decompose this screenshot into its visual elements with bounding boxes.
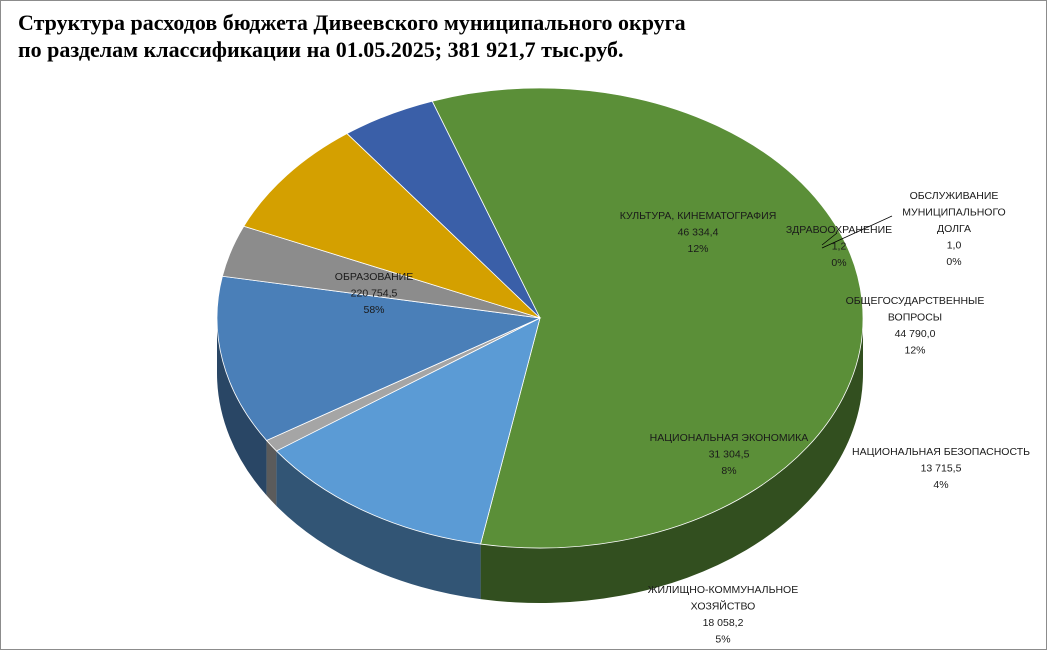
data-label-6-0: НАЦИОНАЛЬНАЯ БЕЗОПАСНОСТЬ xyxy=(852,446,1030,458)
data-label-0-1: 220 754,5 xyxy=(351,288,398,300)
data-label-1-2: 12% xyxy=(687,243,708,255)
data-label-3-1: 1,2 xyxy=(832,241,847,253)
data-label-6-2: 4% xyxy=(933,479,948,491)
chart-title-line-1: Структура расходов бюджета Дивеевского м… xyxy=(18,10,686,35)
data-label-4-1: МУНИЦИПАЛЬНОГО xyxy=(902,207,1005,219)
data-label-3-0: ЗДРАВООХРАНЕНИЕ xyxy=(786,224,892,236)
data-label-6-1: 13 715,5 xyxy=(921,463,962,475)
data-label-4-4: 0% xyxy=(946,256,961,268)
leader-line-3 xyxy=(821,232,838,246)
pie-side-2 xyxy=(266,440,277,506)
pie-slice-0 xyxy=(431,87,864,549)
pie-side-0 xyxy=(480,318,863,603)
chart-title-line-2: по разделам классификации на 01.05.2025;… xyxy=(18,37,624,62)
data-label-7-2: 8% xyxy=(721,465,736,477)
data-label-0-2: 58% xyxy=(363,304,384,316)
data-label-8-2: 18 058,2 xyxy=(703,617,744,629)
pie-slice-1 xyxy=(275,317,541,545)
pie-slice-7 xyxy=(243,133,541,319)
data-label-4-2: ДОЛГА xyxy=(937,223,971,235)
pie-side-1 xyxy=(276,450,481,600)
data-label-5-2: 44 790,0 xyxy=(895,328,936,340)
data-label-7-0: НАЦИОНАЛЬНАЯ ЭКОНОМИКА xyxy=(650,432,809,444)
data-label-1-1: 46 334,4 xyxy=(678,227,719,239)
data-label-1-0: КУЛЬТУРА, КИНЕМАТОГРАФИЯ xyxy=(620,210,777,222)
data-label-5-0: ОБЩЕГОСУДАРСТВЕННЫЕ xyxy=(846,295,985,307)
data-label-5-3: 12% xyxy=(904,345,925,357)
data-label-5-1: ВОПРОСЫ xyxy=(888,312,942,324)
pie-slice-5 xyxy=(216,275,542,441)
data-label-3-2: 0% xyxy=(831,257,846,269)
data-label-8-1: ХОЗЯЙСТВО xyxy=(691,600,756,613)
pie-slice-8 xyxy=(346,100,541,319)
leader-line-4 xyxy=(821,215,893,249)
data-labels: ОБРАЗОВАНИЕ 220 754,5 58% КУЛЬТУРА, КИНЕМАТ… xyxy=(335,190,1030,646)
pie-tops xyxy=(216,87,864,549)
data-label-8-3: 5% xyxy=(715,634,730,646)
leader-lines xyxy=(821,215,893,249)
data-label-4-0: ОБСЛУЖИВАНИЕ xyxy=(910,190,999,202)
data-label-7-1: 31 304,5 xyxy=(709,449,750,461)
data-label-4-3: 1,0 xyxy=(947,240,962,252)
data-label-8-0: ЖИЛИЩНО-КОММУНАЛЬНОЕ xyxy=(648,584,798,596)
data-label-0-0: ОБРАЗОВАНИЕ xyxy=(335,271,413,283)
